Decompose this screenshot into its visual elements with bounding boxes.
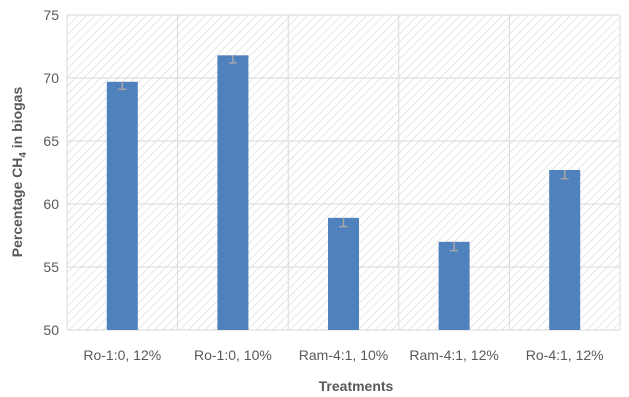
x-axis-title: Treatments (319, 378, 394, 394)
bar-series (106, 55, 581, 330)
bar (217, 55, 249, 330)
y-tick-label: 60 (43, 196, 59, 212)
x-tick-label: Ro-1:0, 10% (194, 347, 272, 363)
x-tick-label: Ro-1:0, 12% (83, 347, 161, 363)
x-tick-label: Ram-4:1, 12% (409, 347, 498, 363)
y-tick-label: 70 (43, 70, 59, 86)
bar (328, 217, 359, 330)
y-tick-label: 75 (43, 7, 59, 23)
bar (549, 169, 581, 330)
y-tick-label: 50 (43, 322, 59, 338)
x-axis-ticks: Ro-1:0, 12% Ro-1:0, 10% Ram-4:1, 10% Ram-4:… (83, 347, 603, 363)
y-axis-title-suffix: in biogas (9, 87, 25, 153)
y-tick-label: 65 (43, 133, 59, 149)
bar (106, 81, 138, 330)
x-tick-label: Ro-4:1, 12% (526, 347, 604, 363)
y-tick-label: 55 (43, 259, 59, 275)
x-tick-label: Ram-4:1, 10% (299, 347, 388, 363)
y-axis-ticks: 50 55 60 65 70 75 (43, 7, 59, 338)
y-axis-title: Percentage CH4 in biogas (9, 87, 29, 258)
y-axis-title-main: Percentage CH (9, 158, 25, 258)
bar (438, 241, 470, 330)
y-axis-title-subscript: 4 (18, 152, 29, 158)
